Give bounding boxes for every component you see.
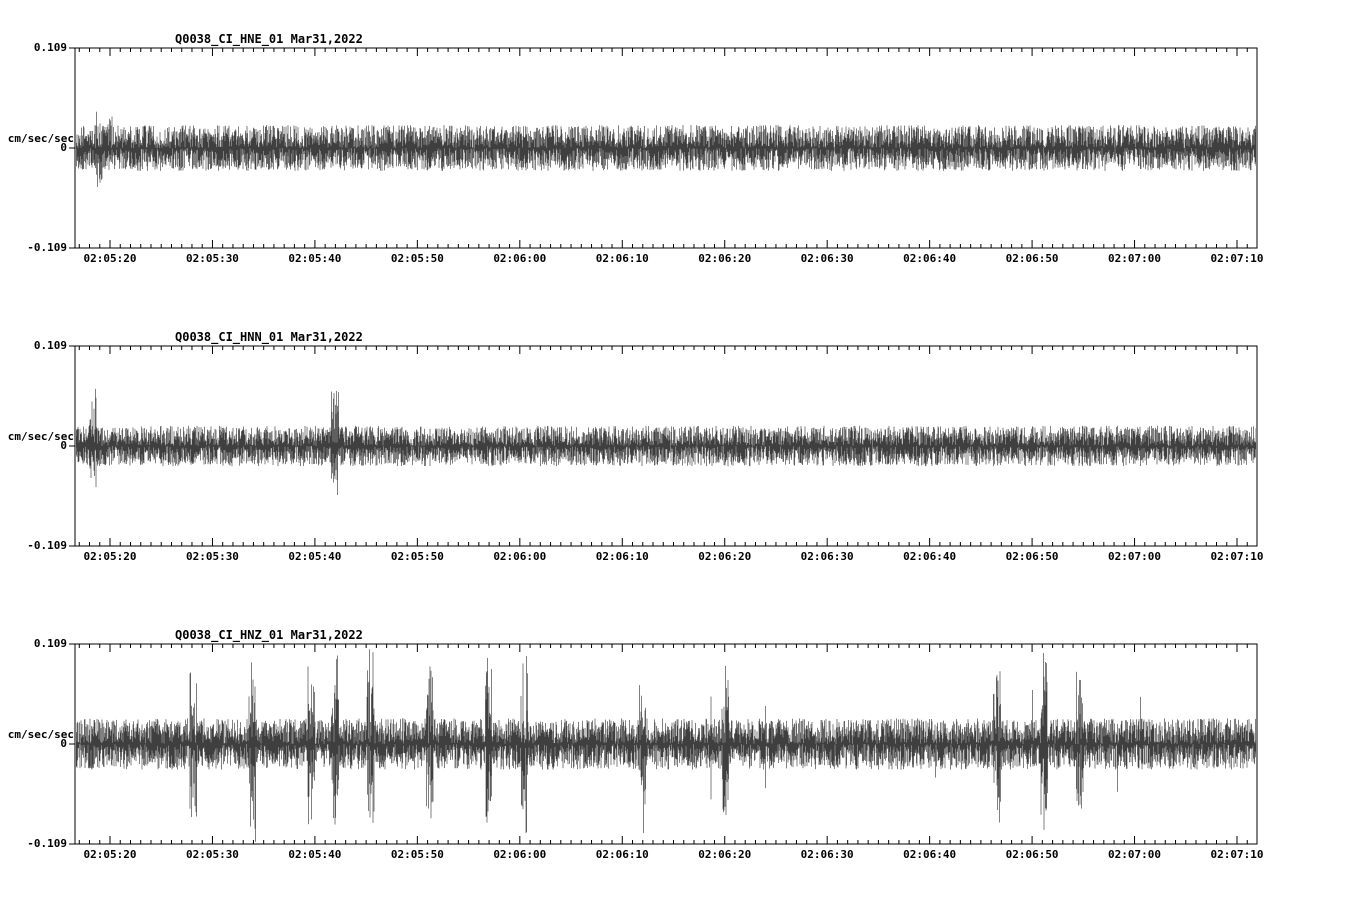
x-tick-label: 02:05:30 (182, 252, 242, 265)
x-tick-label: 02:06:30 (797, 252, 857, 265)
x-tick-label: 02:06:30 (797, 848, 857, 861)
x-tick-label: 02:07:00 (1105, 848, 1165, 861)
x-tick-label: 02:07:10 (1207, 848, 1267, 861)
x-tick-label: 02:06:10 (592, 848, 652, 861)
x-tick-label: 02:05:40 (285, 848, 345, 861)
x-tick-label: 02:06:40 (900, 252, 960, 265)
y-tick-label: 0 (4, 737, 67, 750)
x-tick-label: 02:06:00 (490, 848, 550, 861)
x-tick-label: 02:06:30 (797, 550, 857, 563)
x-tick-label: 02:07:10 (1207, 252, 1267, 265)
x-tick-label: 02:05:50 (387, 848, 447, 861)
y-tick-label: -0.109 (4, 539, 67, 552)
x-tick-label: 02:06:20 (695, 550, 755, 563)
x-tick-label: 02:05:50 (387, 550, 447, 563)
x-tick-label: 02:05:20 (80, 252, 140, 265)
y-tick-label: 0.109 (4, 41, 67, 54)
y-tick-label: 0.109 (4, 339, 67, 352)
waveform-plot (75, 48, 1257, 268)
waveform-plot (75, 644, 1257, 864)
x-tick-label: 02:05:40 (285, 252, 345, 265)
y-tick-label: -0.109 (4, 241, 67, 254)
x-tick-label: 02:07:10 (1207, 550, 1267, 563)
x-tick-label: 02:06:50 (1002, 252, 1062, 265)
x-tick-label: 02:06:20 (695, 848, 755, 861)
x-tick-label: 02:06:20 (695, 252, 755, 265)
x-tick-label: 02:06:10 (592, 550, 652, 563)
x-tick-label: 02:06:10 (592, 252, 652, 265)
x-tick-label: 02:05:40 (285, 550, 345, 563)
panel-title: Q0038_CI_HNE_01 Mar31,2022 (175, 32, 363, 46)
x-tick-label: 02:05:30 (182, 550, 242, 563)
x-tick-label: 02:06:50 (1002, 848, 1062, 861)
waveform-trace (75, 112, 1257, 187)
y-tick-label: 0 (4, 439, 67, 452)
panel-title: Q0038_CI_HNZ_01 Mar31,2022 (175, 628, 363, 642)
x-tick-label: 02:06:00 (490, 550, 550, 563)
y-tick-label: 0.109 (4, 637, 67, 650)
x-tick-label: 02:05:20 (80, 550, 140, 563)
waveform-trace (75, 649, 1257, 842)
panel-title: Q0038_CI_HNN_01 Mar31,2022 (175, 330, 363, 344)
x-tick-label: 02:05:20 (80, 848, 140, 861)
x-tick-label: 02:06:50 (1002, 550, 1062, 563)
waveform-plot (75, 346, 1257, 566)
x-tick-label: 02:05:30 (182, 848, 242, 861)
y-tick-label: -0.109 (4, 837, 67, 850)
x-tick-label: 02:05:50 (387, 252, 447, 265)
x-tick-label: 02:06:40 (900, 550, 960, 563)
y-tick-label: 0 (4, 141, 67, 154)
x-tick-label: 02:07:00 (1105, 550, 1165, 563)
x-tick-label: 02:06:40 (900, 848, 960, 861)
x-tick-label: 02:07:00 (1105, 252, 1165, 265)
waveform-trace (75, 389, 1257, 495)
x-tick-label: 02:06:00 (490, 252, 550, 265)
